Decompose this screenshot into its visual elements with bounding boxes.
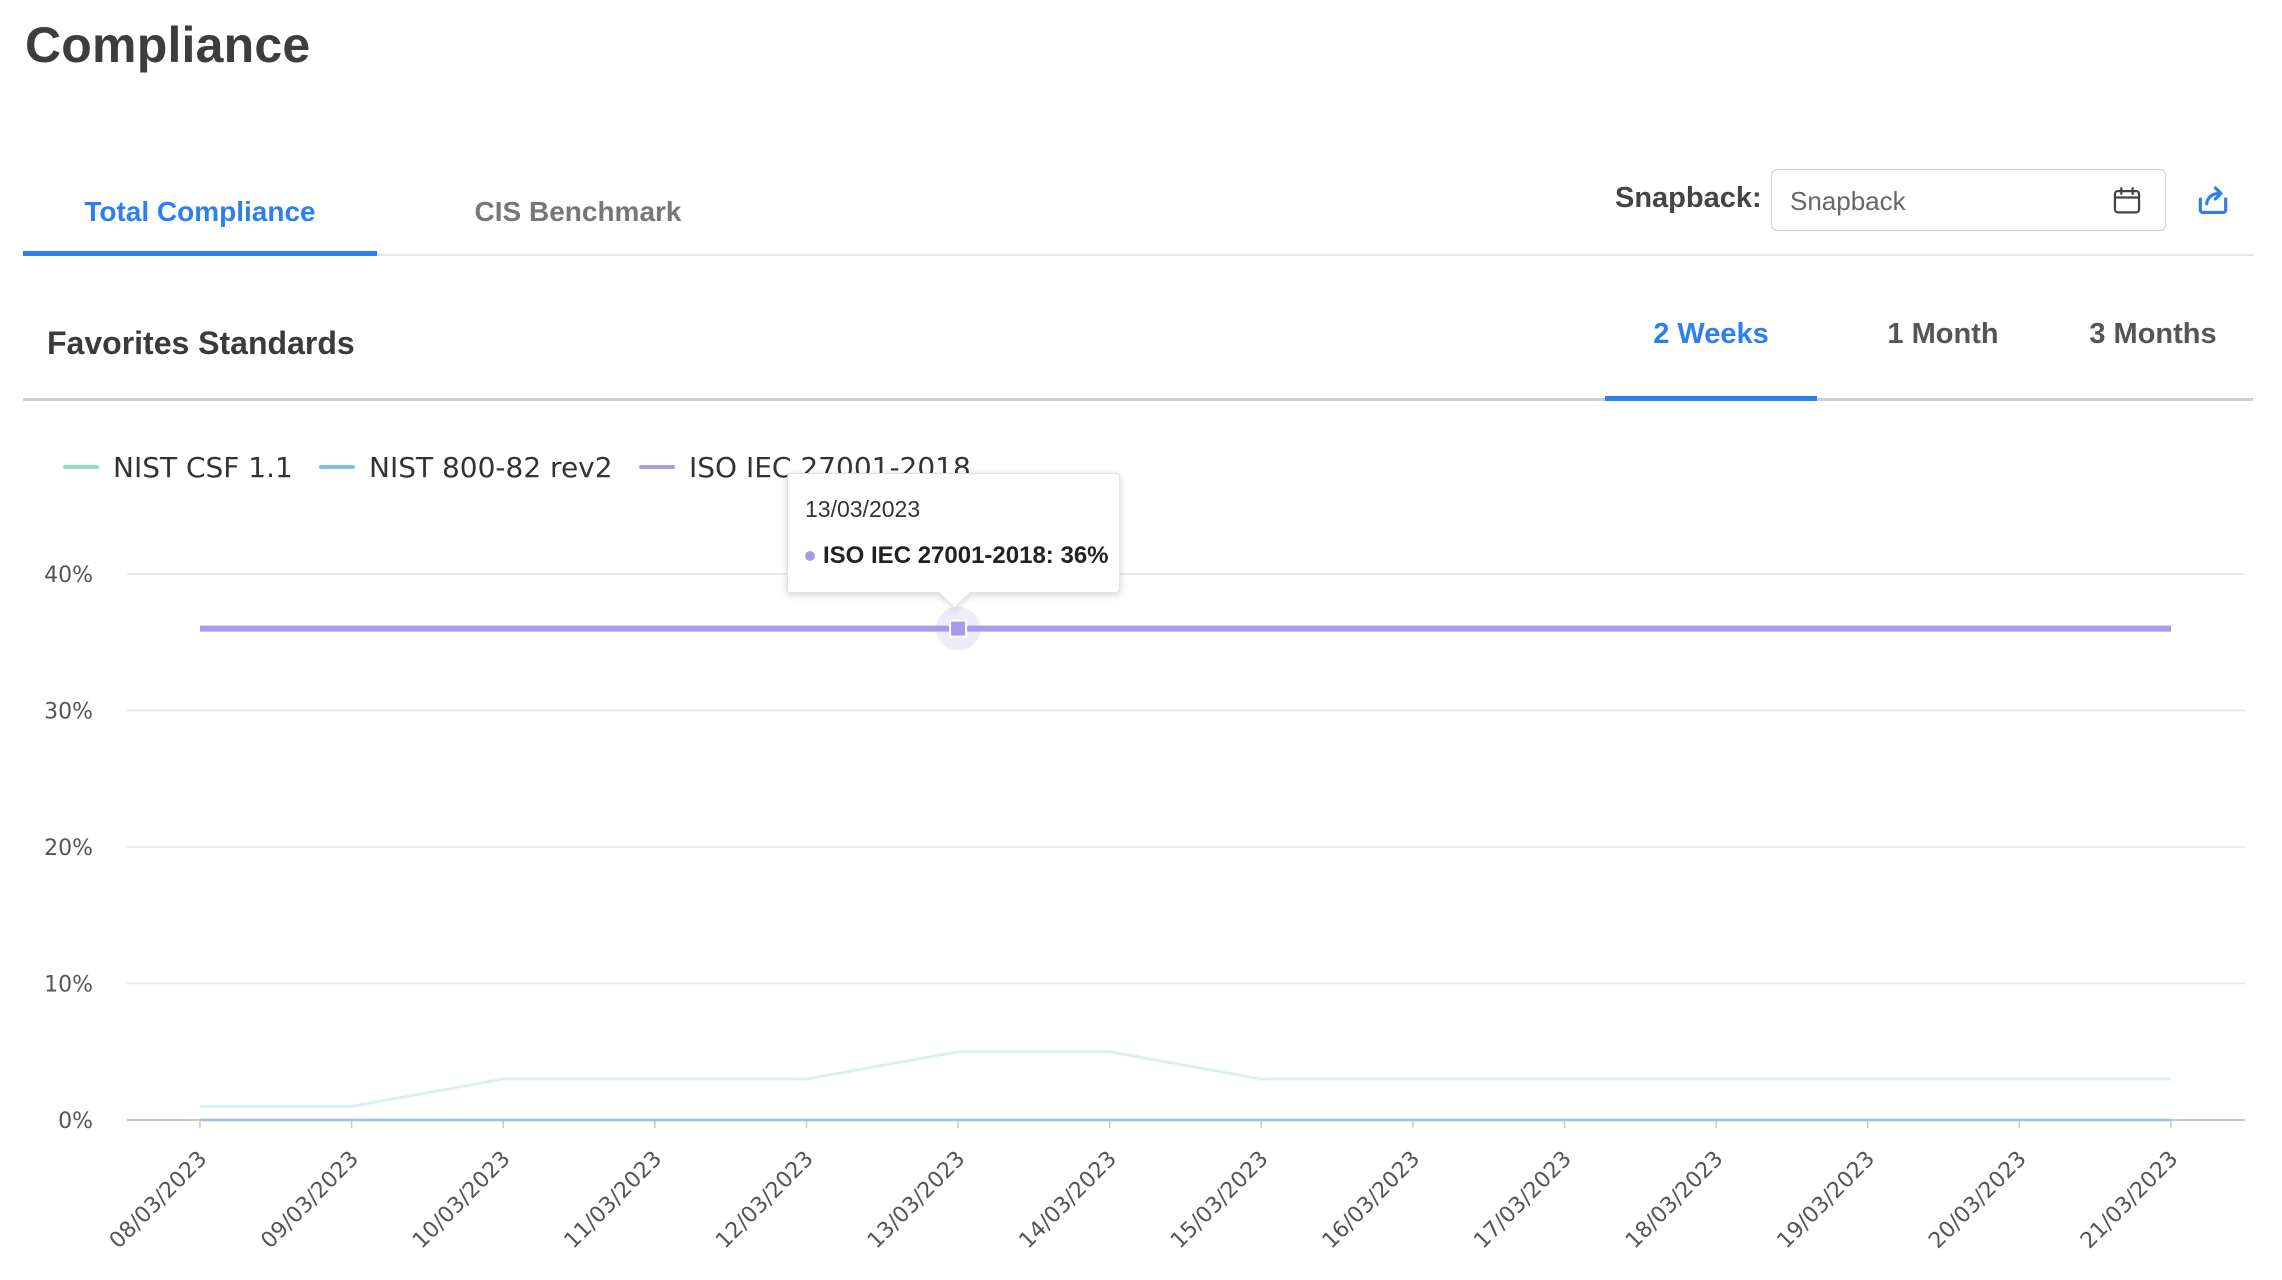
legend-swatch	[639, 465, 675, 469]
series-line	[200, 1050, 2171, 1108]
legend-label: NIST CSF 1.1	[113, 450, 293, 484]
x-tick-label: 17/03/2023	[1469, 1147, 1576, 1254]
x-tick-label: 08/03/2023	[105, 1147, 212, 1254]
tooltip-row: ISO IEC 27001-2018: 36%	[805, 542, 1109, 570]
y-tick-label: 40%	[44, 563, 93, 588]
active-tab-indicator	[23, 251, 377, 256]
x-tick-label: 19/03/2023	[1773, 1147, 1880, 1254]
range-tabs: 2 Weeks 1 Month 3 Months	[23, 300, 2253, 401]
range-2-weeks[interactable]: 2 Weeks	[1653, 318, 1769, 350]
legend-swatch	[319, 465, 355, 469]
legend-swatch	[63, 465, 99, 469]
legend-item-nist-csf[interactable]: NIST CSF 1.1	[63, 447, 293, 487]
x-tick-label: 14/03/2023	[1015, 1147, 1122, 1254]
tooltip-series-value: ISO IEC 27001-2018: 36%	[823, 542, 1109, 569]
active-range-indicator	[1605, 396, 1817, 401]
calendar-icon[interactable]	[2110, 184, 2144, 218]
x-tick-label: 15/03/2023	[1166, 1147, 1273, 1254]
chart-tooltip: 13/03/2023 ISO IEC 27001-2018: 36%	[787, 473, 1120, 609]
y-tick-label: 10%	[44, 973, 93, 998]
highlight-point	[949, 619, 968, 638]
tooltip-date: 13/03/2023	[805, 496, 921, 522]
snapback-input[interactable]	[1788, 180, 2092, 222]
snapback-field[interactable]	[1771, 169, 2166, 231]
tooltip-series-dot	[805, 551, 815, 561]
legend-label: NIST 800-82 rev2	[369, 450, 613, 484]
range-3-months[interactable]: 3 Months	[2089, 318, 2217, 350]
main-tabs: Total Compliance CIS Benchmark	[23, 170, 2253, 256]
y-tick-label: 30%	[44, 700, 93, 725]
x-tick-label: 16/03/2023	[1318, 1147, 1425, 1254]
x-tick-label: 10/03/2023	[408, 1147, 515, 1254]
tab-cis-benchmark[interactable]: CIS Benchmark	[474, 196, 682, 227]
y-tick-label: 0%	[58, 1109, 93, 1134]
range-baseline	[23, 398, 2253, 401]
x-tick-label: 20/03/2023	[1924, 1147, 2031, 1254]
snapback-label: Snapback:	[1615, 182, 1762, 214]
x-tick-label: 09/03/2023	[257, 1147, 364, 1254]
x-tick-label: 13/03/2023	[863, 1147, 970, 1254]
share-export-icon[interactable]	[2194, 180, 2232, 218]
y-tick-label: 20%	[44, 836, 93, 861]
x-tick-label: 11/03/2023	[560, 1147, 667, 1254]
x-tick-label: 12/03/2023	[711, 1147, 818, 1254]
tab-total-compliance[interactable]: Total Compliance	[84, 196, 316, 227]
favorites-title: Favorites Standards	[47, 325, 355, 361]
legend-item-nist-800[interactable]: NIST 800-82 rev2	[319, 447, 613, 487]
x-tick-label: 21/03/2023	[2076, 1147, 2183, 1254]
x-tick-label: 18/03/2023	[1621, 1147, 1728, 1254]
range-1-month[interactable]: 1 Month	[1887, 318, 1999, 350]
page-title: Compliance	[25, 17, 311, 73]
tabs-baseline	[23, 254, 2253, 256]
